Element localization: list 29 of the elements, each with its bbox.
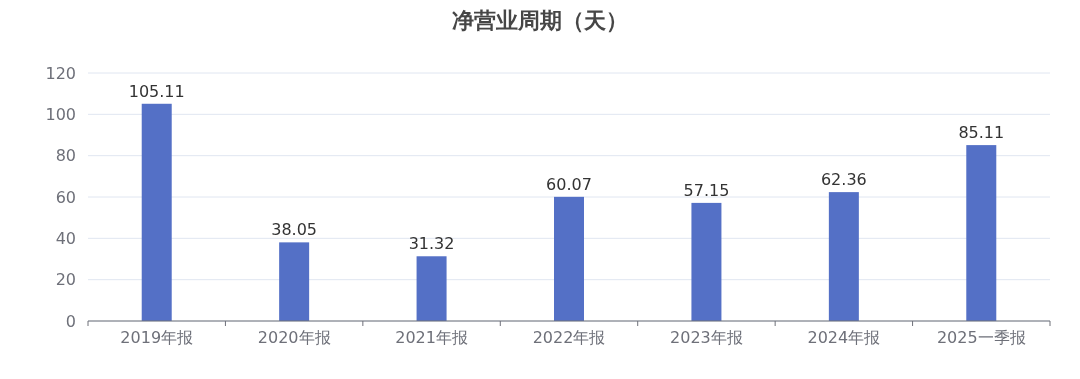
chart-title: 净营业周期（天） bbox=[452, 8, 628, 33]
bar bbox=[828, 192, 859, 321]
data-label: 31.32 bbox=[408, 234, 455, 254]
x-tick-label: 2023年报 bbox=[670, 328, 743, 347]
y-tick-label: 40 bbox=[55, 228, 76, 248]
bar bbox=[554, 196, 584, 321]
bar bbox=[141, 103, 172, 321]
x-tick-label: 2019年报 bbox=[120, 328, 194, 347]
data-label: 38.05 bbox=[271, 220, 318, 240]
data-label: 105.11 bbox=[128, 81, 185, 101]
y-tick-label: 0 bbox=[65, 311, 76, 331]
y-tick-label: 20 bbox=[55, 270, 76, 290]
data-label: 60.07 bbox=[546, 174, 592, 194]
bar bbox=[966, 145, 997, 321]
x-tick-label: 2021年报 bbox=[395, 328, 468, 347]
x-tick-label: 2024年报 bbox=[807, 328, 881, 347]
data-label: 85.11 bbox=[958, 123, 1005, 143]
y-tick-label: 80 bbox=[55, 146, 76, 166]
y-tick-label: 120 bbox=[45, 63, 76, 83]
bar bbox=[416, 256, 447, 321]
y-tick-label: 100 bbox=[45, 104, 76, 124]
bar bbox=[691, 202, 722, 321]
bar bbox=[279, 242, 310, 321]
y-tick-label: 60 bbox=[55, 187, 76, 207]
x-tick-label: 2020年报 bbox=[257, 328, 331, 347]
data-label: 62.36 bbox=[820, 170, 867, 190]
x-tick-label: 2025一季报 bbox=[936, 328, 1026, 347]
data-label: 57.15 bbox=[683, 180, 730, 200]
x-tick-label: 2022年报 bbox=[532, 328, 606, 347]
